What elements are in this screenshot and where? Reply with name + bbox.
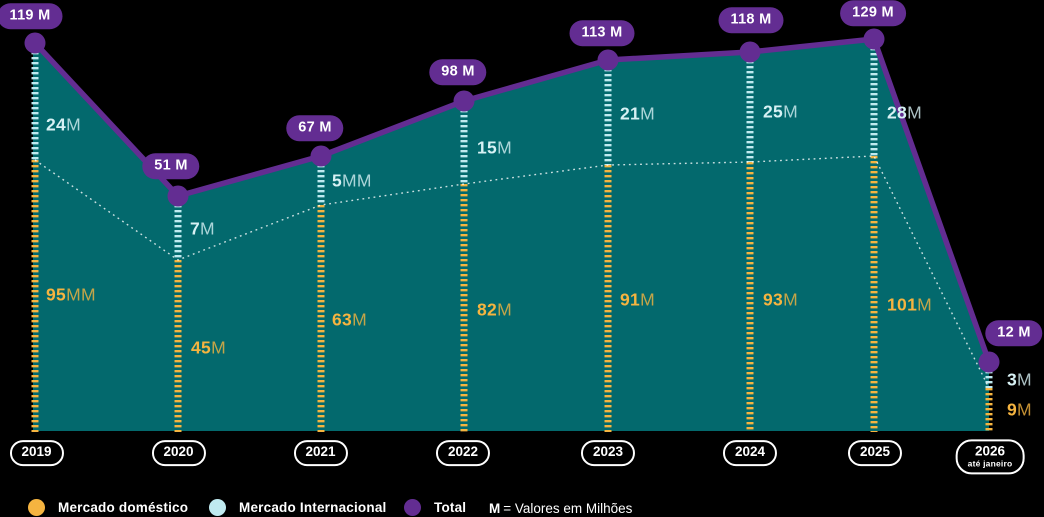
total-point — [597, 49, 619, 71]
year-pill: 2024 — [722, 440, 778, 466]
total-point — [310, 145, 332, 167]
total-point — [24, 32, 46, 54]
year-pill: 2019 — [9, 440, 64, 466]
domestic-value-unit: M — [640, 289, 655, 310]
year-pill-label: 2021 — [305, 444, 336, 460]
international-value-number: 24 — [46, 114, 67, 135]
year-pill-label: 2024 — [734, 444, 766, 460]
year-pill: 2025 — [847, 440, 903, 466]
domestic-value-label: 63M — [332, 310, 367, 331]
year-pill-label: 2019 — [21, 444, 52, 460]
international-value-label: 5MM — [332, 171, 372, 192]
international-value-label: 28M — [887, 103, 922, 124]
total-point — [453, 90, 475, 112]
domestic-value-label: 91M — [620, 290, 655, 311]
domestic-value-unit: M — [783, 289, 798, 310]
international-value-number: 21 — [620, 103, 641, 124]
international-value-number: 28 — [887, 102, 908, 123]
international-value-unit: M — [200, 218, 215, 239]
international-value-number: 3 — [1007, 369, 1018, 390]
domestic-value-number: 45 — [191, 337, 212, 358]
international-value-unit: M — [66, 114, 81, 135]
international-value-label: 7M — [190, 219, 215, 240]
international-value-unit: MM — [342, 170, 372, 191]
year-pill: 2023 — [580, 440, 636, 466]
year-pill-label: 2025 — [859, 444, 891, 460]
international-value-number: 15 — [477, 137, 498, 158]
international-value-unit: M — [907, 102, 922, 123]
domestic-value-number: 82 — [477, 299, 498, 320]
domestic-value-unit: MM — [66, 284, 96, 305]
international-value-unit: M — [497, 137, 512, 158]
international-value-label: 21M — [620, 104, 655, 125]
domestic-value-label: 45M — [191, 338, 226, 359]
total-badge: 119 M — [0, 3, 63, 29]
total-point — [167, 185, 189, 207]
total-point — [739, 41, 761, 63]
domestic-value-label: 101M — [887, 295, 932, 316]
total-badge: 113 M — [569, 20, 635, 46]
total-badge: 118 M — [718, 7, 784, 33]
domestic-value-label: 95MM — [46, 285, 96, 306]
domestic-value-unit: M — [352, 309, 367, 330]
domestic-value-unit: M — [211, 337, 226, 358]
international-value-unit: M — [640, 103, 655, 124]
domestic-value-number: 101 — [887, 294, 918, 315]
domestic-value-number: 93 — [763, 289, 784, 310]
total-point — [863, 28, 885, 50]
domestic-value-number: 63 — [332, 309, 353, 330]
total-badge: 51 M — [142, 153, 200, 179]
international-value-label: 3M — [1007, 370, 1032, 391]
total-badge: 12 M — [985, 320, 1043, 346]
domestic-value-number: 9 — [1007, 399, 1018, 420]
international-value-unit: M — [783, 101, 798, 122]
domestic-value-unit: M — [1017, 399, 1032, 420]
international-value-number: 5 — [332, 170, 343, 191]
international-value-number: 25 — [763, 101, 784, 122]
year-pill: 2022 — [435, 440, 491, 466]
domestic-value-unit: M — [917, 294, 932, 315]
international-value-number: 7 — [190, 218, 201, 239]
year-pill-sublabel: até janeiro — [967, 458, 1013, 469]
year-pill-label: 2022 — [447, 444, 479, 460]
total-point — [978, 351, 1000, 373]
total-badge: 67 M — [286, 115, 344, 141]
domestic-value-unit: M — [497, 299, 512, 320]
year-pill-label: 2026 — [974, 443, 1006, 459]
total-line — [32, 36, 992, 363]
domestic-value-label: 9M — [1007, 400, 1032, 421]
year-pill: 2020 — [151, 440, 206, 466]
domestic-value-label: 82M — [477, 300, 512, 321]
year-pill: 2021 — [293, 440, 348, 466]
international-value-label: 15M — [477, 138, 512, 159]
domestic-value-number: 95 — [46, 284, 67, 305]
domestic-value-number: 91 — [620, 289, 641, 310]
year-pill-label: 2020 — [163, 444, 194, 460]
year-pill-label: 2023 — [592, 444, 624, 460]
total-badge: 129 M — [840, 0, 906, 26]
domestic-value-label: 93M — [763, 290, 798, 311]
year-pill: 2026 até janeiro — [955, 439, 1025, 475]
total-badge: 98 M — [429, 59, 487, 85]
international-value-label: 25M — [763, 102, 798, 123]
domestic-trend-dotted-line — [34, 155, 990, 389]
international-value-unit: M — [1017, 369, 1032, 390]
international-value-label: 24M — [46, 115, 81, 136]
